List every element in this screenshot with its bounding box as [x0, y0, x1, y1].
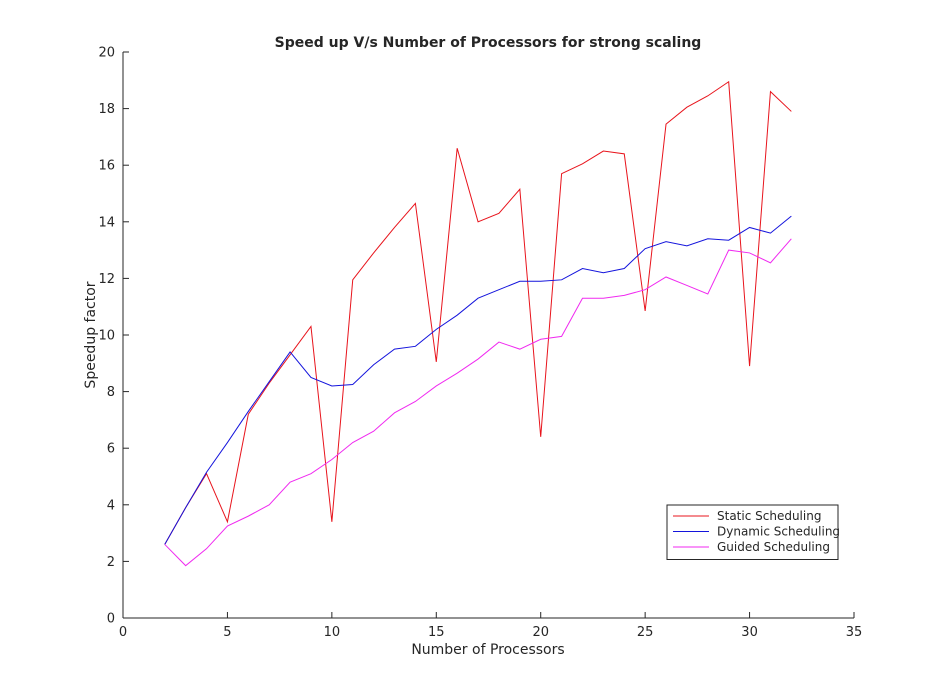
y-tick-label: 6 [107, 442, 115, 457]
axes-layer: 0 5 10 15 20 25 30 35 0 2 4 6 8 10 12 14 16 18 20 [98, 46, 862, 641]
y-tick-label: 4 [107, 498, 115, 513]
y-axis-label: Speedup factor [83, 281, 99, 388]
chart-legend: Static Scheduling Dynamic SchedulingGuide… [666, 504, 840, 560]
y-tick-label: 2 [107, 555, 115, 570]
y-tick-label: 20 [98, 46, 115, 61]
y-tick-label: 14 [98, 215, 115, 230]
legend-label: Static Scheduling [717, 509, 821, 523]
x-tick-label: 15 [428, 625, 445, 640]
chart-title: Speed up V/s Number of Processors for st… [275, 35, 702, 51]
x-axis-label: Number of Processors [411, 642, 564, 658]
series-layer [164, 80, 792, 567]
x-tick-label: 35 [846, 625, 863, 640]
x-tick-label: 5 [223, 625, 231, 640]
y-tick-label: 18 [98, 102, 115, 117]
x-tick-label: 20 [532, 625, 549, 640]
y-tick-label: 16 [98, 159, 115, 174]
y-tick-label: 0 [107, 612, 115, 627]
x-tick-label: 10 [324, 625, 341, 640]
x-tick-label: 25 [637, 625, 654, 640]
y-tick-label: 10 [98, 329, 115, 344]
legend-label: Guided Scheduling [717, 540, 830, 554]
y-tick-label: 8 [107, 385, 115, 400]
legend-box [666, 504, 839, 560]
legend-label: Dynamic Scheduling [717, 525, 840, 539]
y-tick-label: 12 [98, 272, 115, 287]
series-line-3 [164, 238, 792, 567]
series-line-1 [164, 80, 792, 545]
x-tick-label: 30 [741, 625, 758, 640]
x-tick-label: 0 [119, 625, 127, 640]
series-line-2 [164, 215, 792, 545]
